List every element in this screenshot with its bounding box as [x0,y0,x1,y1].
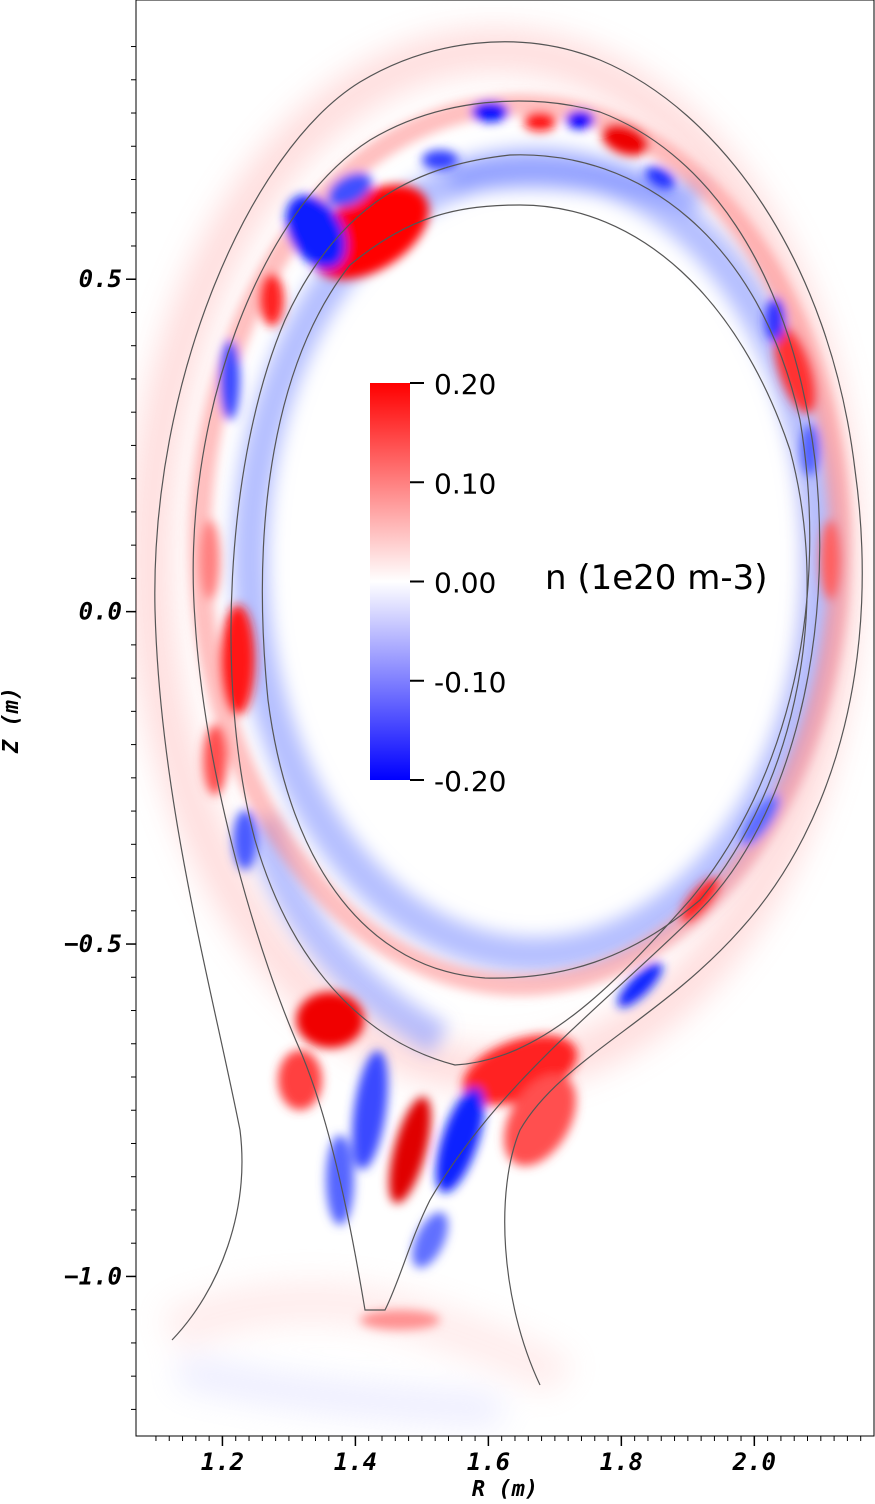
x-axis-ticks: 1.2 1.4 1.6 1.8 2.0 [155,1436,862,1476]
flux-contours [154,41,863,1386]
field-patch [435,1087,485,1193]
colorbar-tick-label: 0.20 [434,368,496,401]
x-tick-label: 1.4 [334,1448,377,1476]
y-axis-label: Z (m) [0,687,24,754]
field-patch [422,150,458,170]
field-patch [412,1212,448,1268]
field-patch [566,111,594,129]
field-patch [203,725,227,795]
field-patch [388,1096,432,1204]
field-patch [189,94,851,996]
field-patch [740,794,780,846]
field-patch [352,1050,388,1170]
field-patch [820,520,840,600]
field-patch [645,166,675,190]
field-patch [260,274,284,326]
field-patch [285,195,347,269]
x-tick-label: 1.2 [201,1448,244,1476]
y-tick-label: 0.0 [79,598,122,626]
field-patch [360,1310,440,1330]
colorbar-title: n (1e20 m-3) [545,558,768,598]
y-tick-label: 0.5 [79,265,122,293]
field-patch [447,158,705,215]
field-patch [200,520,220,600]
colorbar: 0.20 0.10 0.00 -0.10 -0.20 n (1e20 m-3) [370,368,768,798]
colorbar-tick-label: 0.00 [434,567,496,600]
field-patch [278,1050,322,1110]
field-patch [503,1074,577,1166]
x-tick-label: 1.6 [467,1448,510,1476]
field-patch [765,298,785,342]
colorbar-tick-label: -0.10 [434,666,506,699]
colorbar-gradient [370,383,410,780]
y-tick-label: −1.0 [64,1262,122,1290]
flux-contour-separatrix [192,100,821,1311]
x-tick-label: 2.0 [732,1448,776,1476]
field-patch [176,1355,501,1425]
field-patch [243,815,449,1055]
field-patch [774,326,816,414]
colorbar-ticks: 0.20 0.10 0.00 -0.10 -0.20 [410,368,506,798]
colorbar-tick-label: 0.10 [434,467,496,500]
flux-contour-core [261,204,808,979]
field-patch [220,340,240,420]
field-patch [617,962,663,1008]
x-axis-label: R (m) [472,1477,538,1502]
field-patch [524,113,556,131]
field-patch [296,992,364,1048]
field-patch [328,172,372,208]
density-field [136,30,860,1425]
field-patch [221,605,255,715]
y-tick-label: −0.5 [64,930,122,958]
colorbar-tick-label: -0.20 [434,765,506,798]
x-tick-label: 1.8 [600,1448,643,1476]
field-patch [601,124,649,156]
flux-contour-outer [154,41,863,1386]
field-patch [472,102,508,122]
y-axis-ticks: 0.5 0.0 −0.5 −1.0 [64,46,136,1410]
flux-contour-inner [230,154,811,1066]
